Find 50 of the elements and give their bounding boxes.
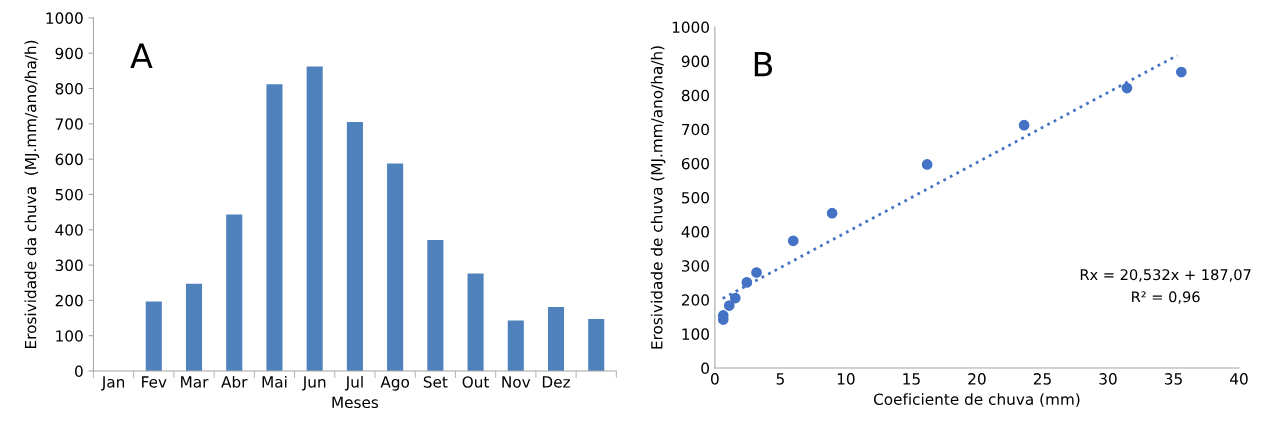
x-tick-label: Mai bbox=[262, 375, 287, 388]
y-tick-label: 500 bbox=[55, 188, 83, 201]
x-tick-label: Ago bbox=[380, 376, 410, 391]
y-tick-label: 100 bbox=[682, 328, 709, 340]
annotation: Rx = 20,532x + 187,07 bbox=[1080, 269, 1251, 282]
x-axis-title: Meses bbox=[332, 396, 379, 409]
x-tick-label: Jan bbox=[101, 376, 125, 391]
x-tick-label: 40 bbox=[1230, 373, 1248, 385]
x-tick-label: 20 bbox=[968, 373, 986, 385]
x-tick-label: Mar bbox=[181, 376, 209, 388]
y-tick-label: 700 bbox=[682, 123, 709, 136]
y-tick-label: 200 bbox=[681, 294, 709, 306]
y-tick-label: 900 bbox=[681, 55, 709, 68]
y-tick-label: 1000 bbox=[672, 21, 709, 34]
y-tick-label: 700 bbox=[55, 118, 83, 130]
y-tick-label: 800 bbox=[55, 82, 83, 95]
x-tick-label: 5 bbox=[776, 373, 784, 385]
y-tick-label: 900 bbox=[55, 47, 83, 60]
y-axis-title: Erosividade de chuva (MJ.mm/ano/ha/h) bbox=[650, 46, 666, 349]
y-tick-label: 800 bbox=[681, 89, 709, 102]
x-tick-label: 25 bbox=[1033, 373, 1051, 385]
x-tick-label: Out bbox=[462, 376, 490, 388]
y-tick-label: 200 bbox=[55, 294, 83, 307]
x-tick-label: 10 bbox=[837, 373, 855, 385]
x-tick-label: Fev bbox=[142, 376, 167, 388]
y-tick-label: 0 bbox=[701, 362, 709, 375]
y-tick-label: 500 bbox=[682, 191, 709, 204]
y-tick-label: 300 bbox=[55, 259, 83, 272]
y-tick-label: 100 bbox=[56, 330, 83, 342]
annotation: A bbox=[130, 43, 153, 68]
x-tick-label: 30 bbox=[1099, 373, 1117, 385]
x-tick-label: 0 bbox=[711, 373, 719, 385]
x-tick-label: Set bbox=[423, 376, 448, 388]
annotation: R² = 0,96 bbox=[1132, 291, 1200, 304]
x-tick-label: 35 bbox=[1164, 373, 1182, 385]
x-tick-label: Abr bbox=[221, 375, 248, 388]
y-tick-label: 1000 bbox=[46, 12, 83, 24]
annotation: B bbox=[754, 51, 773, 77]
y-axis-title: Erosividade da chuva (MJ.mm/ano/ha/h) bbox=[24, 40, 40, 348]
y-tick-label: 600 bbox=[681, 157, 709, 170]
y-tick-label: 600 bbox=[55, 153, 83, 166]
y-tick-label: 400 bbox=[681, 226, 709, 238]
y-tick-label: 300 bbox=[682, 260, 709, 272]
x-tick-label: Jun bbox=[301, 376, 326, 391]
x-tick-label: Nov bbox=[502, 376, 531, 388]
x-tick-label: Jul bbox=[344, 375, 363, 391]
x-tick-label: Dez bbox=[542, 376, 570, 388]
y-tick-label: 400 bbox=[55, 224, 83, 236]
x-axis-title: Coeficiente de chuva (mm) bbox=[873, 393, 1080, 407]
x-tick-label: 15 bbox=[903, 373, 920, 385]
